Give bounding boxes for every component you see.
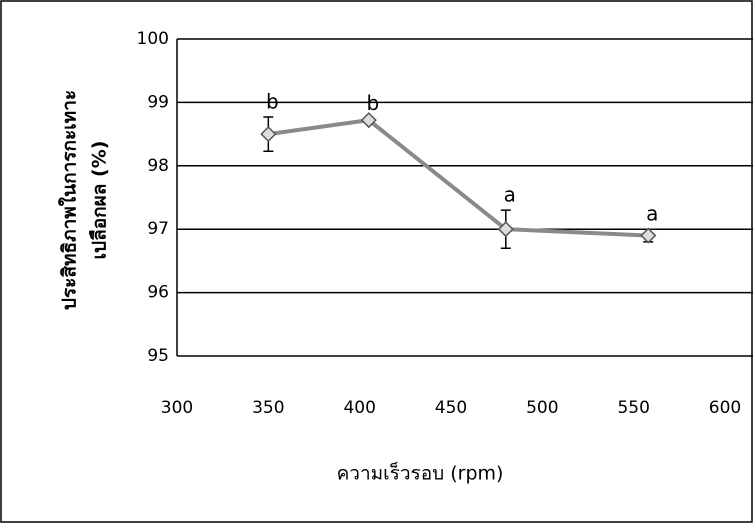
series-line xyxy=(268,118,649,238)
x-tick-label: 450 xyxy=(435,398,467,418)
x-tick-label: 550 xyxy=(617,398,649,418)
x-axis-label: ความเร็วรอบ (rpm) xyxy=(337,461,504,485)
y-tick-label: 99 xyxy=(147,92,169,112)
point-label: a xyxy=(646,202,658,226)
point-label: b xyxy=(266,89,279,113)
point xyxy=(497,221,514,238)
point xyxy=(260,126,277,143)
x-tick-label: 400 xyxy=(343,398,375,418)
y-tick-label: 96 xyxy=(147,283,169,303)
y-tick-label: 98 xyxy=(147,156,169,176)
point xyxy=(360,112,377,129)
x-tick-label: 350 xyxy=(252,398,284,418)
point xyxy=(640,227,657,244)
point-label: a xyxy=(504,183,516,207)
y-tick-label: 100 xyxy=(137,29,169,49)
x-tick-label: 300 xyxy=(161,398,193,418)
y-axis-label: เปลือกผล (%) xyxy=(89,141,111,260)
y-axis-label: ประสิทธิภาพในการกะเทาะ xyxy=(58,90,81,310)
x-tick-label: 500 xyxy=(526,398,558,418)
y-tick-label: 97 xyxy=(147,219,169,239)
point-label: b xyxy=(366,91,379,115)
x-tick-label: 600 xyxy=(709,398,741,418)
y-tick-label: 95 xyxy=(147,346,169,366)
